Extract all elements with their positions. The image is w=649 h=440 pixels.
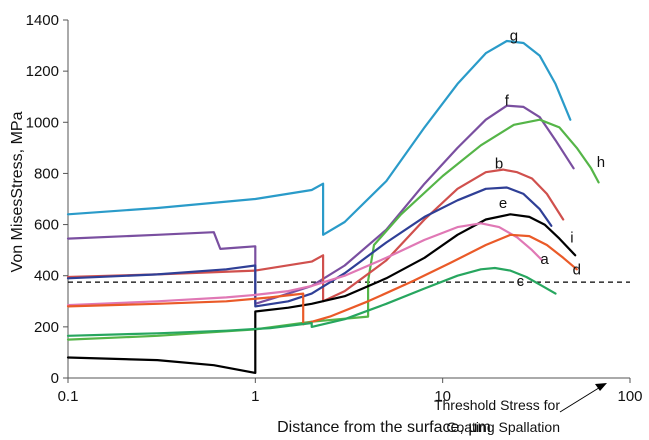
threshold-arrow-shaft xyxy=(559,385,603,413)
series-label-b: b xyxy=(495,155,503,172)
threshold-label-line2: Coating Spallation xyxy=(446,419,560,435)
series-line-f xyxy=(66,104,575,305)
axes: 0 200 400 600 800 1000 1200 1400 0.1 1 10 100 xyxy=(26,12,643,405)
series-line-d xyxy=(66,233,578,326)
y-tick-label: 400 xyxy=(34,268,59,285)
series-label-a: a xyxy=(540,251,549,268)
series-line-c xyxy=(66,266,557,337)
y-tick-label: 800 xyxy=(34,165,59,182)
threshold-label-line1: Threshold Stress for xyxy=(434,397,560,413)
threshold-arrow-head xyxy=(595,383,607,391)
series-line-g xyxy=(66,39,572,236)
x-tick-label: 0.1 xyxy=(58,388,79,405)
x-tick-label: 100 xyxy=(617,388,642,405)
y-tick-label: 0 xyxy=(51,370,59,387)
y-tick-label: 600 xyxy=(34,217,59,234)
y-tick-label: 1200 xyxy=(26,63,59,80)
series-line-e xyxy=(66,186,553,308)
series-label-e: e xyxy=(499,195,507,212)
series-label-c: c xyxy=(517,273,525,290)
y-tick-label: 1400 xyxy=(26,12,59,29)
y-tick-label: 200 xyxy=(34,319,59,336)
x-tick-label: 10 xyxy=(434,388,451,405)
series-label-i: i xyxy=(570,229,573,246)
x-axis-title: Distance from the surface, μm xyxy=(277,419,491,436)
series-group xyxy=(66,39,600,374)
x-tick-label: 1 xyxy=(251,388,259,405)
labels-group: g f h b e i a d c xyxy=(495,27,605,289)
series-label-h: h xyxy=(597,154,605,171)
series-label-d: d xyxy=(573,261,581,278)
series-line-b xyxy=(66,168,565,303)
series-line-i xyxy=(66,213,577,374)
series-label-f: f xyxy=(505,93,510,110)
series-label-g: g xyxy=(510,27,518,44)
y-tick-label: 1000 xyxy=(26,114,59,131)
y-axis-title: Von MisesStress, MPa xyxy=(9,111,26,272)
